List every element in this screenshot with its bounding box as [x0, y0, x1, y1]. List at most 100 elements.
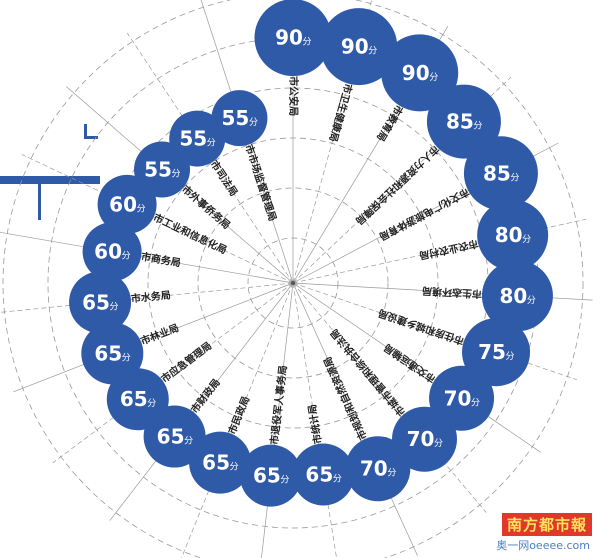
grid-spoke: [292, 282, 337, 558]
category-label: 市统计局: [305, 403, 324, 445]
score-unit: 分: [434, 438, 443, 449]
category-label: 市农业农村局: [418, 237, 479, 262]
score-bubble: [254, 0, 332, 77]
score-bubble: [345, 436, 411, 502]
score-value: 65: [120, 387, 148, 411]
score-value: 55: [222, 106, 250, 130]
grid-spoke: [21, 154, 294, 284]
score-value: 65: [253, 464, 281, 488]
score-bubble: [82, 222, 142, 282]
score-unit: 分: [368, 46, 377, 57]
score-unit: 分: [280, 475, 289, 486]
score-unit: 分: [527, 295, 536, 306]
grid-ring: [2, 0, 584, 558]
category-label: 市生态环境局: [422, 284, 483, 300]
category-label: 市公安局: [287, 76, 300, 116]
score-unit: 分: [184, 436, 193, 447]
score-bubble: [292, 443, 355, 506]
score-value: 55: [144, 158, 172, 182]
grid-spoke: [126, 32, 294, 284]
score-unit: 分: [122, 352, 131, 363]
grid-spoke: [0, 282, 294, 313]
category-label: 市司法局: [208, 158, 241, 199]
score-unit: 分: [510, 172, 519, 183]
score-value: 90: [341, 35, 369, 59]
grid-spoke: [261, 282, 294, 558]
score-value: 70: [444, 386, 472, 410]
decorative-corner: [84, 136, 98, 139]
score-bubble: [169, 110, 226, 167]
decorative-line: [38, 180, 41, 220]
score-value: 75: [478, 340, 506, 364]
decorative-corner: [84, 124, 87, 138]
score-unit: 分: [122, 251, 131, 262]
category-label: 市应急管理局: [158, 339, 214, 385]
score-bubble: [97, 174, 157, 234]
category-label: 市市场监督管理局: [242, 143, 279, 223]
score-bubble: [463, 136, 538, 211]
grid-spoke: [292, 282, 578, 381]
grid-ring: [197, 187, 389, 379]
score-unit: 分: [249, 117, 258, 128]
score-unit: 分: [172, 169, 181, 180]
score-value: 60: [109, 192, 137, 216]
score-value: 65: [202, 451, 230, 475]
score-unit: 分: [387, 468, 396, 479]
score-unit: 分: [522, 234, 531, 245]
score-bubble: [106, 368, 169, 431]
score-bubble: [426, 84, 501, 159]
score-value: 80: [500, 284, 528, 308]
score-unit: 分: [471, 397, 480, 408]
grid-spoke: [292, 282, 541, 453]
score-unit: 分: [147, 398, 156, 409]
score-bubble: [462, 318, 531, 387]
center-point: [291, 281, 295, 285]
score-value: 60: [94, 240, 122, 264]
score-bubble: [211, 90, 268, 147]
score-value: 65: [157, 425, 185, 449]
score-value: 70: [407, 427, 435, 451]
grid-spoke: [292, 282, 487, 513]
category-label: 市退役军人事务局: [267, 365, 289, 446]
score-unit: 分: [506, 351, 515, 362]
score-unit: 分: [230, 462, 239, 473]
score-bubble: [189, 431, 252, 494]
decorative-bar: [0, 176, 100, 184]
score-bubble: [481, 260, 553, 332]
category-label: 市林业局: [139, 321, 181, 348]
score-bubble: [392, 406, 458, 472]
score-unit: 分: [333, 474, 342, 485]
score-bubble: [477, 199, 549, 271]
newspaper-logo: 南方都市報: [501, 513, 592, 536]
score-unit: 分: [207, 138, 216, 149]
category-label: 市财政局: [188, 376, 223, 416]
score-value: 65: [82, 290, 110, 314]
category-label: 市教育局: [374, 103, 406, 144]
score-unit: 分: [302, 37, 311, 48]
score-unit: 分: [473, 121, 482, 132]
score-value: 65: [94, 341, 122, 365]
score-value: 65: [305, 463, 333, 487]
grid-spoke: [181, 282, 294, 558]
grid-spoke: [0, 231, 294, 284]
score-bubble: [81, 322, 144, 385]
score-value: 90: [402, 61, 430, 85]
score-unit: 分: [110, 301, 119, 312]
score-value: 55: [179, 127, 207, 151]
grid-spoke: [292, 282, 418, 557]
site-watermark: 奥一网oeeee.com: [496, 539, 590, 552]
score-bubble: [381, 34, 459, 112]
grid-spoke: [52, 282, 294, 464]
category-label: 市住房和城乡建设局: [376, 307, 465, 348]
score-unit: 分: [429, 72, 438, 83]
category-label: 市卫生健康局: [327, 82, 356, 143]
category-label: 市交通运输局: [381, 341, 438, 386]
score-value: 85: [483, 161, 511, 185]
score-value: 90: [275, 26, 303, 50]
score-value: 70: [360, 457, 388, 481]
score-unit: 分: [137, 203, 146, 214]
score-bubble: [320, 8, 398, 86]
grid-spoke: [13, 282, 294, 393]
